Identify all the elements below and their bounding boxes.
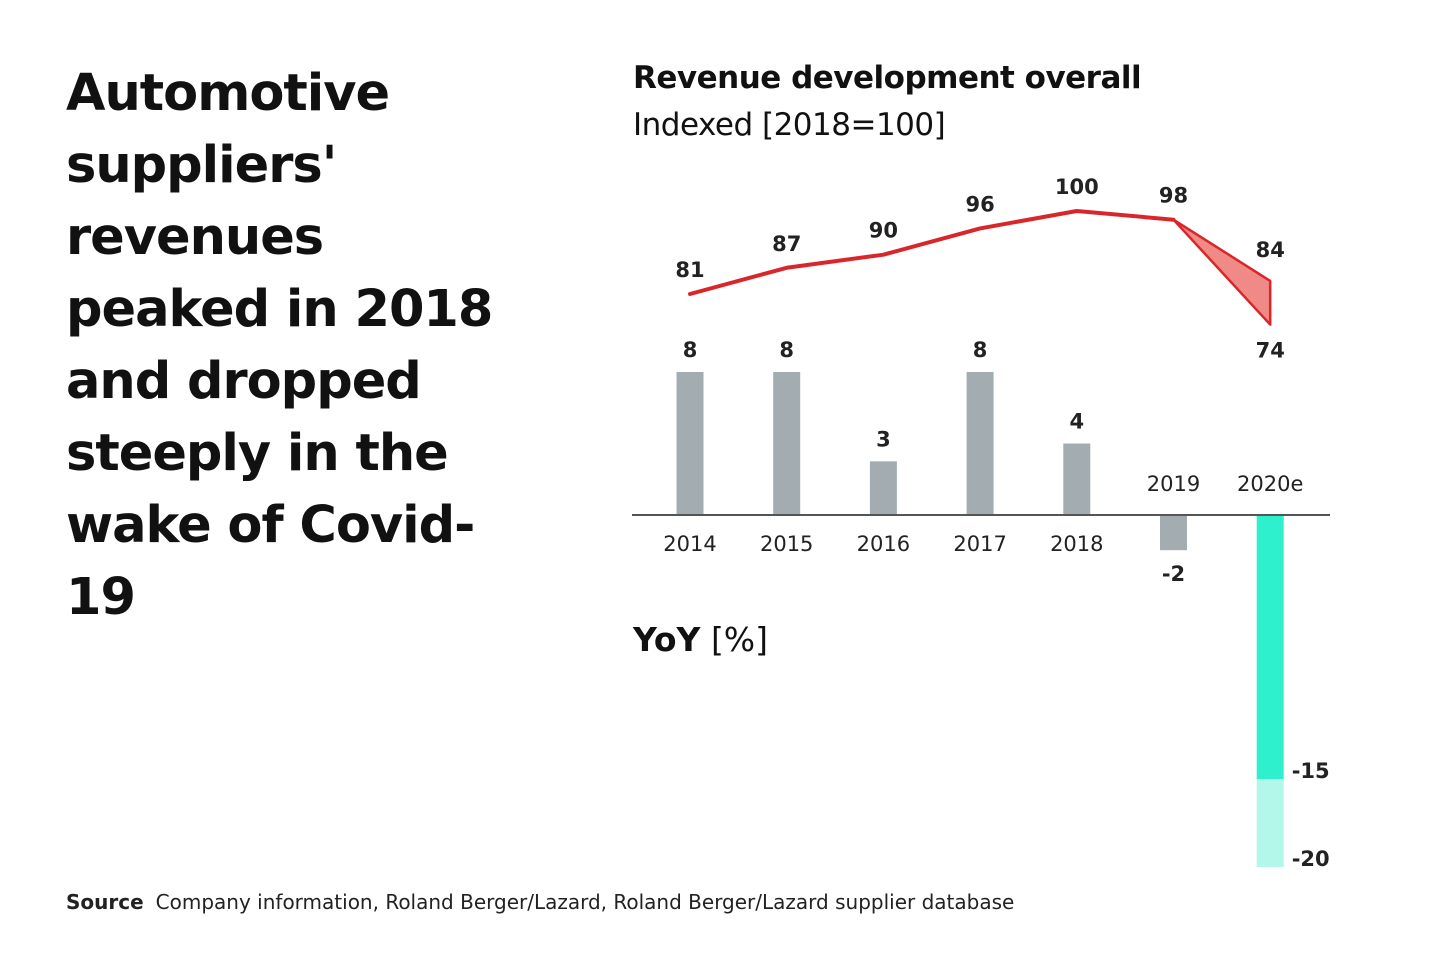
yoy-bar bbox=[966, 372, 994, 515]
revenue-2020e-low-label: 74 bbox=[1256, 339, 1285, 363]
x-tick-label: 2014 bbox=[663, 532, 716, 556]
yoy-bar-label: -2 bbox=[1162, 562, 1185, 586]
x-tick-label: 2017 bbox=[953, 532, 1006, 556]
x-tick-label: 2016 bbox=[857, 532, 910, 556]
yoy-bar-label: 3 bbox=[876, 427, 891, 451]
chart-subtitle: Indexed [2018=100] bbox=[633, 107, 946, 143]
yoy-bar bbox=[1160, 515, 1187, 551]
yoy-bar-label: 4 bbox=[1069, 410, 1084, 434]
x-tick-label: 2018 bbox=[1050, 532, 1103, 556]
revenue-index-label: 81 bbox=[675, 258, 704, 282]
source-label: Source bbox=[66, 890, 144, 914]
revenue-index-label: 96 bbox=[965, 192, 994, 216]
revenue-index-line bbox=[688, 208, 1176, 296]
revenue-index-label: 90 bbox=[869, 219, 898, 243]
x-tick-label: 2019 bbox=[1147, 472, 1200, 496]
yoy-2020e-bar bbox=[1256, 515, 1284, 779]
revenue-index-label: 98 bbox=[1159, 184, 1188, 208]
revenue-index-label: 100 bbox=[1055, 175, 1099, 199]
yoy-bar-label: 8 bbox=[779, 338, 794, 362]
yoy-bar bbox=[1063, 443, 1091, 515]
yoy-bar bbox=[869, 461, 897, 515]
x-tick-label: 2015 bbox=[760, 532, 813, 556]
source-note: Source Company information, Roland Berger… bbox=[66, 890, 1014, 914]
yoy-title: YoY [%] bbox=[633, 620, 768, 659]
x-tick-label: 2020e bbox=[1237, 472, 1303, 496]
yoy-2020e-low-label: -20 bbox=[1292, 847, 1330, 871]
yoy-bar bbox=[676, 372, 704, 515]
source-text: Company information, Roland Berger/Lazar… bbox=[155, 890, 1015, 914]
revenue-2020e-high-label: 84 bbox=[1256, 238, 1285, 262]
yoy-2020e-base-label: -15 bbox=[1292, 759, 1330, 783]
yoy-label-unit: [%] bbox=[710, 620, 769, 659]
headline: Automotive suppliers' revenues peaked in… bbox=[66, 64, 493, 627]
revenue-2020e-range-wedge bbox=[1172, 218, 1272, 326]
yoy-bar bbox=[773, 372, 801, 515]
yoy-bar-label: 8 bbox=[973, 338, 988, 362]
yoy-2020e-range-bar bbox=[1256, 779, 1284, 867]
chart-title: Revenue development overall bbox=[633, 60, 1142, 96]
revenue-index-label: 87 bbox=[772, 232, 801, 256]
yoy-label-bold: YoY bbox=[633, 620, 701, 659]
yoy-bar-label: 8 bbox=[683, 338, 698, 362]
